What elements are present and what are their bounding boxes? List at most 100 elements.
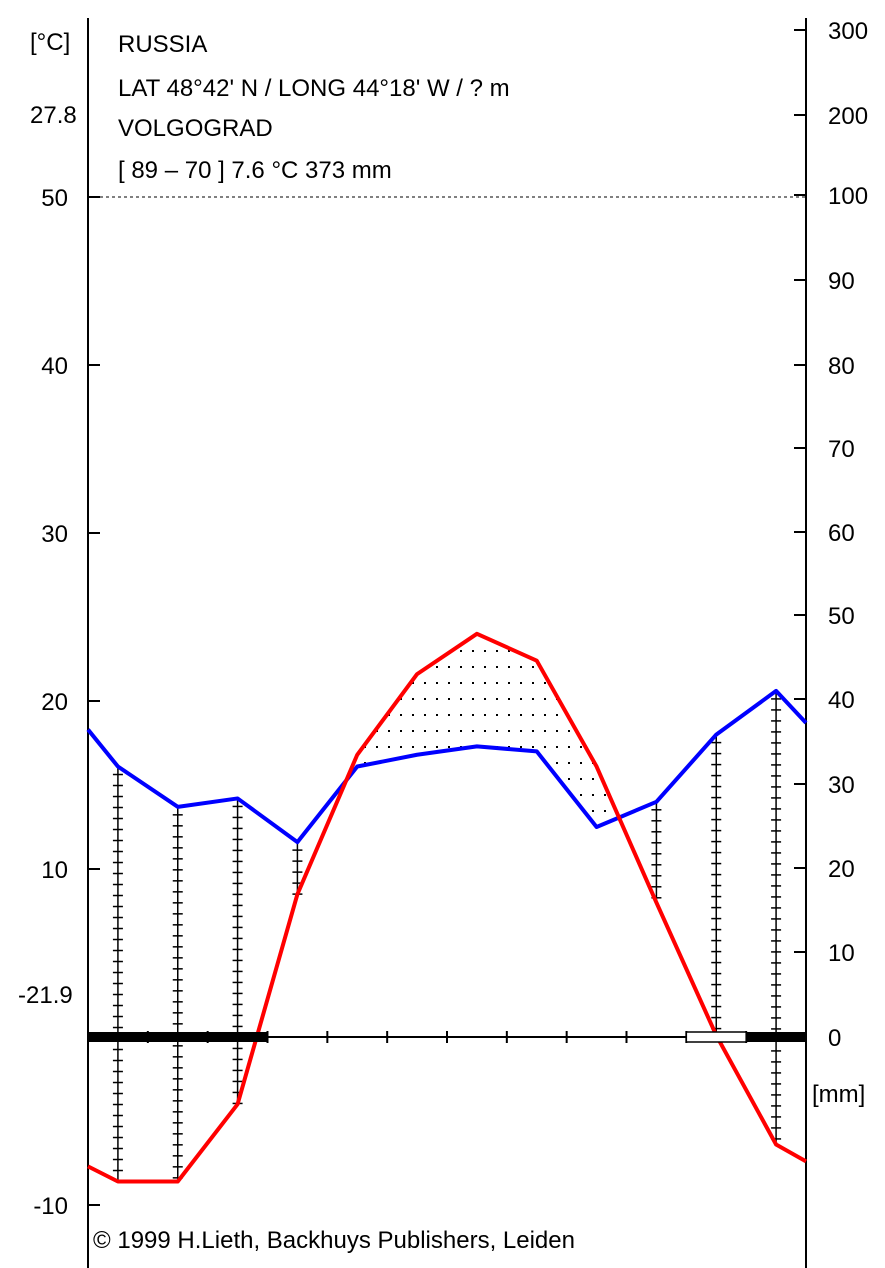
- humid-dot: [484, 666, 486, 668]
- humid-dot: [472, 666, 474, 668]
- humid-dot: [520, 666, 522, 668]
- right-tick-label: 100: [828, 183, 868, 210]
- humid-dot: [544, 698, 546, 700]
- humid-dot: [544, 746, 546, 748]
- humid-dot: [400, 730, 402, 732]
- humid-dot: [580, 762, 582, 764]
- humid-dot: [532, 698, 534, 700]
- humid-dot: [412, 698, 414, 700]
- humid-dot: [496, 650, 498, 652]
- humid-dot: [568, 762, 570, 764]
- left-tick-label: 50: [41, 185, 68, 212]
- humid-dot: [484, 714, 486, 716]
- humid-dot: [412, 730, 414, 732]
- humid-dot: [520, 730, 522, 732]
- humid-dot: [436, 682, 438, 684]
- left-tick-label: 20: [41, 689, 68, 716]
- humid-dot: [448, 682, 450, 684]
- humid-dot: [484, 730, 486, 732]
- right-tick-label: 80: [828, 353, 855, 380]
- humid-dot: [508, 714, 510, 716]
- country-label: RUSSIA: [118, 31, 207, 58]
- right-tick-label: 30: [828, 772, 855, 799]
- humid-dot: [436, 730, 438, 732]
- humid-dot: [436, 666, 438, 668]
- series-lines: [86, 631, 808, 1184]
- humid-dot: [592, 810, 594, 812]
- right-tick-label: 40: [828, 687, 855, 714]
- humid-dot: [568, 746, 570, 748]
- humid-dot: [472, 730, 474, 732]
- humid-dot: [460, 682, 462, 684]
- humid-dot: [592, 794, 594, 796]
- humid-dot: [580, 794, 582, 796]
- precipitation-line: [86, 688, 808, 845]
- humid-dot: [556, 714, 558, 716]
- humid-dot: [496, 730, 498, 732]
- humid-dot: [532, 682, 534, 684]
- left-tick-label: 30: [41, 521, 68, 548]
- humid-dot: [448, 730, 450, 732]
- humid-dot: [544, 714, 546, 716]
- humid-dot: [472, 714, 474, 716]
- humid-dot: [424, 682, 426, 684]
- chart-header: [°C] 27.8 RUSSIA LAT 48°42' N / LONG 44°…: [30, 29, 510, 184]
- humid-dot: [424, 746, 426, 748]
- humid-dot: [520, 714, 522, 716]
- frost-bar-probable: [685, 1031, 747, 1043]
- left-tick-label: -10: [33, 1193, 68, 1220]
- humid-dot: [568, 778, 570, 780]
- humid-dot: [484, 682, 486, 684]
- humid-dot: [400, 746, 402, 748]
- right-tick-label: 20: [828, 856, 855, 883]
- humid-dot: [436, 746, 438, 748]
- humid-dot: [544, 730, 546, 732]
- humid-dot: [472, 650, 474, 652]
- humid-dot: [412, 714, 414, 716]
- humid-dot: [496, 682, 498, 684]
- humid-dot: [484, 650, 486, 652]
- humid-dot: [472, 698, 474, 700]
- right-tick-label: 70: [828, 436, 855, 463]
- frost-bars: [88, 1031, 806, 1043]
- humid-dot: [604, 810, 606, 812]
- humid-dot: [532, 714, 534, 716]
- humid-dot: [460, 666, 462, 668]
- humid-dot: [568, 730, 570, 732]
- humid-dot: [556, 730, 558, 732]
- summary-label: [ 89 – 70 ] 7.6 °C 373 mm: [118, 157, 392, 184]
- abs-min-temp: -21.9: [18, 982, 73, 1009]
- humid-dot: [508, 682, 510, 684]
- humid-dot: [388, 730, 390, 732]
- humid-dot: [580, 778, 582, 780]
- humid-dot: [472, 682, 474, 684]
- humid-dot: [412, 682, 414, 684]
- humid-dot: [460, 650, 462, 652]
- humid-dot: [448, 746, 450, 748]
- frost-hatch: [112, 690, 782, 1182]
- humid-dot: [448, 714, 450, 716]
- humid-dot: [604, 794, 606, 796]
- right-tick-label: 300: [828, 18, 868, 45]
- right-unit-label: [mm]: [812, 1081, 865, 1108]
- humid-dot: [436, 698, 438, 700]
- frost-bar-certain: [746, 1032, 806, 1042]
- coordinates-label: LAT 48°42' N / LONG 44°18' W / ? m: [118, 75, 510, 102]
- humid-dot: [424, 698, 426, 700]
- humid-dot: [532, 746, 534, 748]
- humid-dot: [580, 746, 582, 748]
- frost-bar-certain: [88, 1032, 268, 1042]
- humid-dot: [448, 666, 450, 668]
- right-tick-label: 60: [828, 520, 855, 547]
- humid-dot: [532, 730, 534, 732]
- right-tick-label: 10: [828, 940, 855, 967]
- humid-dot: [376, 746, 378, 748]
- humid-dot: [508, 666, 510, 668]
- humid-dot: [592, 778, 594, 780]
- humid-dots: [364, 650, 606, 812]
- humid-dot: [496, 698, 498, 700]
- humid-dot: [556, 746, 558, 748]
- humid-dot: [460, 698, 462, 700]
- humid-dot: [460, 730, 462, 732]
- left-tick-label: 10: [41, 857, 68, 884]
